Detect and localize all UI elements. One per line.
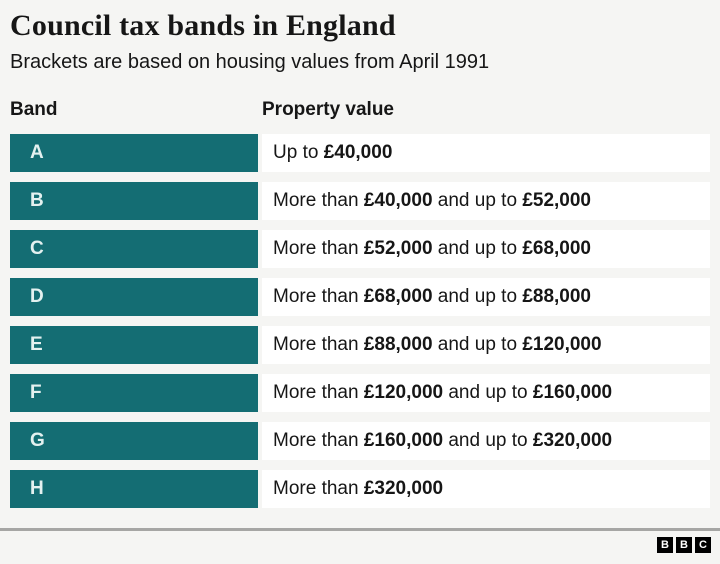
band-label: H xyxy=(10,470,258,508)
value-amount: £40,000 xyxy=(323,142,393,163)
band-label: C xyxy=(10,230,258,268)
table-row: C More than £52,000 and up to £68,000 xyxy=(10,230,710,268)
value-connector: More than xyxy=(273,478,364,499)
property-value: More than £40,000 and up to £52,000 xyxy=(262,182,710,220)
band-column-header: Band xyxy=(10,99,58,120)
bbc-logo-block: C xyxy=(695,537,711,553)
value-connector: More than xyxy=(273,430,364,451)
value-connector: More than xyxy=(273,190,364,211)
value-connector: Up to xyxy=(273,142,324,163)
band-label: D xyxy=(10,278,258,316)
value-amount: £88,000 xyxy=(363,334,433,355)
table-row: A Up to £40,000 xyxy=(10,134,710,172)
content-area: Council tax bands in England Brackets ar… xyxy=(10,9,710,508)
band-label: B xyxy=(10,182,258,220)
band-label: F xyxy=(10,374,258,412)
value-amount: £320,000 xyxy=(532,430,613,451)
table-row: H More than £320,000 xyxy=(10,470,710,508)
band-label: A xyxy=(10,134,258,172)
table-row: B More than £40,000 and up to £52,000 xyxy=(10,182,710,220)
value-connector: More than xyxy=(273,238,364,259)
value-connector: and up to xyxy=(432,286,523,307)
value-connector: and up to xyxy=(432,190,523,211)
value-amount: £52,000 xyxy=(522,190,591,211)
page-title: Council tax bands in England xyxy=(10,9,396,42)
value-amount: £120,000 xyxy=(363,382,444,403)
value-connector: and up to xyxy=(432,334,523,355)
property-value: More than £52,000 and up to £68,000 xyxy=(262,230,710,268)
band-table: A Up to £40,000 B More than £40,000 and up … xyxy=(10,134,710,508)
value-amount: £52,000 xyxy=(363,238,433,259)
table-row: E More than £88,000 and up to £120,000 xyxy=(10,326,710,364)
value-amount: £68,000 xyxy=(522,238,591,259)
value-connector: and up to xyxy=(443,430,533,451)
property-value: More than £320,000 xyxy=(262,470,710,508)
table-row: F More than £120,000 and up to £160,000 xyxy=(10,374,710,412)
table-row: G More than £160,000 and up to £320,000 xyxy=(10,422,710,460)
value-connector: and up to xyxy=(432,238,523,259)
property-value: More than £88,000 and up to £120,000 xyxy=(262,326,710,364)
value-amount: £40,000 xyxy=(363,190,433,211)
value-connector: More than xyxy=(273,382,364,403)
subtitle: Brackets are based on housing values fro… xyxy=(10,51,490,73)
divider-line xyxy=(0,528,720,531)
value-amount: £88,000 xyxy=(522,286,591,307)
value-connector: and up to xyxy=(443,382,533,403)
property-value: More than £160,000 and up to £320,000 xyxy=(262,422,710,460)
table-row: D More than £68,000 and up to £88,000 xyxy=(10,278,710,316)
value-connector: More than xyxy=(273,334,364,355)
value-amount: £160,000 xyxy=(532,382,613,403)
value-amount: £68,000 xyxy=(363,286,433,307)
value-column-header: Property value xyxy=(262,99,394,120)
band-label: E xyxy=(10,326,258,364)
value-amount: £160,000 xyxy=(363,430,444,451)
column-headers: Band Property value xyxy=(10,99,710,121)
value-connector: More than xyxy=(273,286,364,307)
property-value: More than £68,000 and up to £88,000 xyxy=(262,278,710,316)
band-label: G xyxy=(10,422,258,460)
value-amount: £120,000 xyxy=(522,334,602,355)
value-amount: £320,000 xyxy=(363,478,444,499)
property-value: Up to £40,000 xyxy=(262,134,710,172)
property-value: More than £120,000 and up to £160,000 xyxy=(262,374,710,412)
bbc-logo-block: B xyxy=(657,537,673,553)
bbc-logo-block: B xyxy=(676,537,692,553)
